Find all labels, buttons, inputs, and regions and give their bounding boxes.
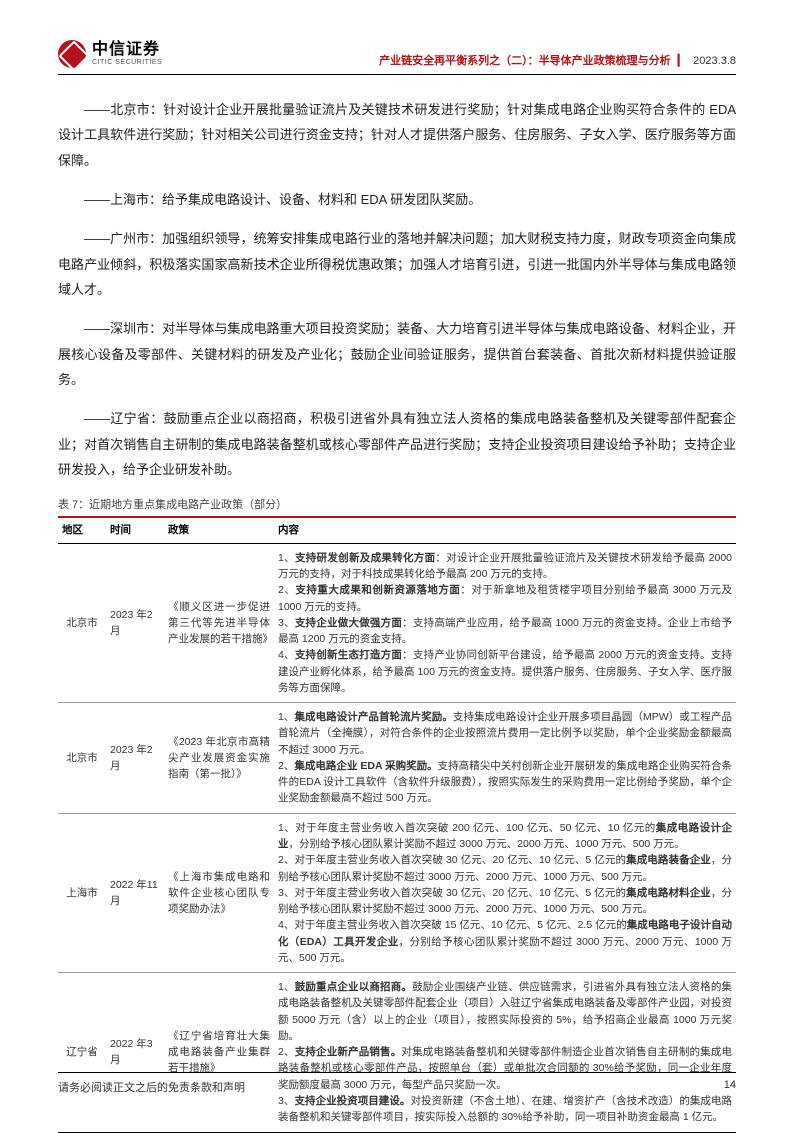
cell-content: 1、集成电路设计产品首轮流片奖励。支持集成电路设计企业开展多项目晶圆（MPW）或… [274, 703, 736, 814]
table-row: 辽宁省2022 年3 月《辽宁省培育壮大集成电路装备产业集群若干措施》1、鼓励重… [58, 973, 736, 1132]
th-region: 地区 [58, 517, 106, 543]
table-caption: 表 7：近期地方重点集成电路产业政策（部分） [58, 496, 736, 512]
cell-policy: 《顺义区进一步促进第三代等先进半导体产业发展的若干措施》 [164, 543, 274, 702]
cell-policy: 《辽宁省培育壮大集成电路装备产业集群若干措施》 [164, 973, 274, 1132]
logo-cn: 中信证券 [92, 41, 162, 59]
cell-time: 2022 年11 月 [106, 813, 164, 972]
footer-page: 14 [724, 1079, 736, 1095]
cell-content: 1、鼓励重点企业以商招商。鼓励企业围绕产业链、供应链需求，引进省外具有独立法人资… [274, 973, 736, 1132]
paragraph-liaoning: ——辽宁省：鼓励重点企业以商招商，积极引进省外具有独立法人资格的集成电路装备整机… [58, 406, 736, 482]
table-row: 北京市2023 年2 月《2023 年北京市高精尖产业发展资金实施指南（第一批）… [58, 703, 736, 814]
cell-time: 2023 年2 月 [106, 703, 164, 814]
header-sep: ▎ [678, 55, 686, 67]
cell-region: 辽宁省 [58, 973, 106, 1132]
header-date: 2023.3.8 [693, 55, 736, 67]
page-header: 中信证券 CITIC SECURITIES 产业链安全再平衡系列之（二）：半导体… [58, 40, 736, 75]
logo-icon [58, 40, 86, 68]
paragraph-guangzhou: ——广州市：加强组织领导，统筹安排集成电路行业的落地并解决问题；加大财税支持力度… [58, 226, 736, 302]
header-right: 产业链安全再平衡系列之（二）：半导体产业政策梳理与分析 ▎ 2023.3.8 [379, 52, 736, 68]
paragraph-beijing: ——北京市：针对设计企业开展批量验证流片及关键技术研发进行奖励；针对集成电路企业… [58, 97, 736, 173]
logo-en: CITIC SECURITIES [92, 59, 162, 67]
cell-time: 2023 年2 月 [106, 543, 164, 702]
table-header-row: 地区 时间 政策 内容 [58, 517, 736, 543]
cell-region: 北京市 [58, 543, 106, 702]
th-content: 内容 [274, 517, 736, 543]
table-row: 上海市2022 年11 月《上海市集成电路和软件企业核心团队专项奖励办法》1、对… [58, 813, 736, 972]
cell-time: 2022 年3 月 [106, 973, 164, 1132]
paragraph-shenzhen: ——深圳市：对半导体与集成电路重大项目投资奖励；装备、大力培育引进半导体与集成电… [58, 316, 736, 392]
header-title: 产业链安全再平衡系列之（二）：半导体产业政策梳理与分析 [379, 55, 671, 67]
th-policy: 政策 [164, 517, 274, 543]
cell-region: 北京市 [58, 703, 106, 814]
logo-block: 中信证券 CITIC SECURITIES [58, 40, 162, 68]
cell-content: 1、支持研发创新及成果转化方面：对设计企业开展批量验证流片及关键技术研发给予最高… [274, 543, 736, 702]
footer-disclaimer: 请务必阅读正文之后的免责条款和声明 [58, 1079, 245, 1095]
th-time: 时间 [106, 517, 164, 543]
cell-policy: 《2023 年北京市高精尖产业发展资金实施指南（第一批）》 [164, 703, 274, 814]
logo-text: 中信证券 CITIC SECURITIES [92, 41, 162, 66]
policy-table: 地区 时间 政策 内容 北京市2023 年2 月《顺义区进一步促进第三代等先进半… [58, 516, 736, 1132]
page-footer: 请务必阅读正文之后的免责条款和声明 14 [58, 1072, 736, 1095]
cell-region: 上海市 [58, 813, 106, 972]
paragraph-shanghai: ——上海市：给予集成电路设计、设备、材料和 EDA 研发团队奖励。 [58, 187, 736, 212]
table-row: 北京市2023 年2 月《顺义区进一步促进第三代等先进半导体产业发展的若干措施》… [58, 543, 736, 702]
cell-policy: 《上海市集成电路和软件企业核心团队专项奖励办法》 [164, 813, 274, 972]
cell-content: 1、对于年度主营业务收入首次突破 200 亿元、100 亿元、50 亿元、10 … [274, 813, 736, 972]
